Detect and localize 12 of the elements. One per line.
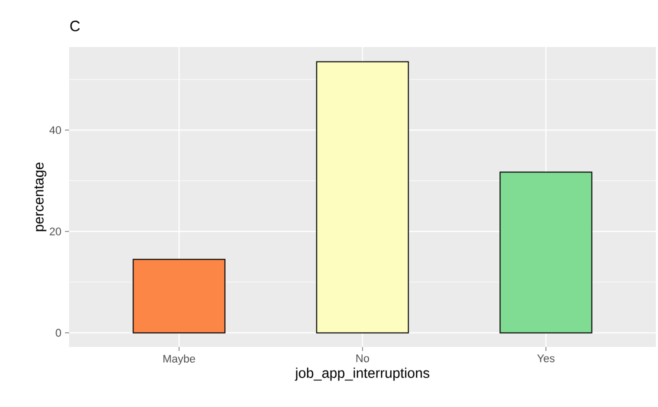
x-tick-label: Maybe — [163, 354, 196, 365]
x-tick-label: Yes — [537, 354, 555, 362]
bar — [500, 172, 592, 334]
y-tick-label: 0 — [56, 328, 62, 337]
x-tick-label: No — [356, 354, 370, 362]
y-tick-label: 40 — [49, 126, 62, 134]
y-tick-label: 20 — [50, 228, 62, 236]
chart-title: C — [70, 20, 80, 32]
bar — [316, 61, 409, 334]
y-axis-title: percentage — [34, 162, 46, 232]
bar — [132, 258, 226, 334]
x-axis-title: job_app_interruptions — [294, 368, 430, 381]
